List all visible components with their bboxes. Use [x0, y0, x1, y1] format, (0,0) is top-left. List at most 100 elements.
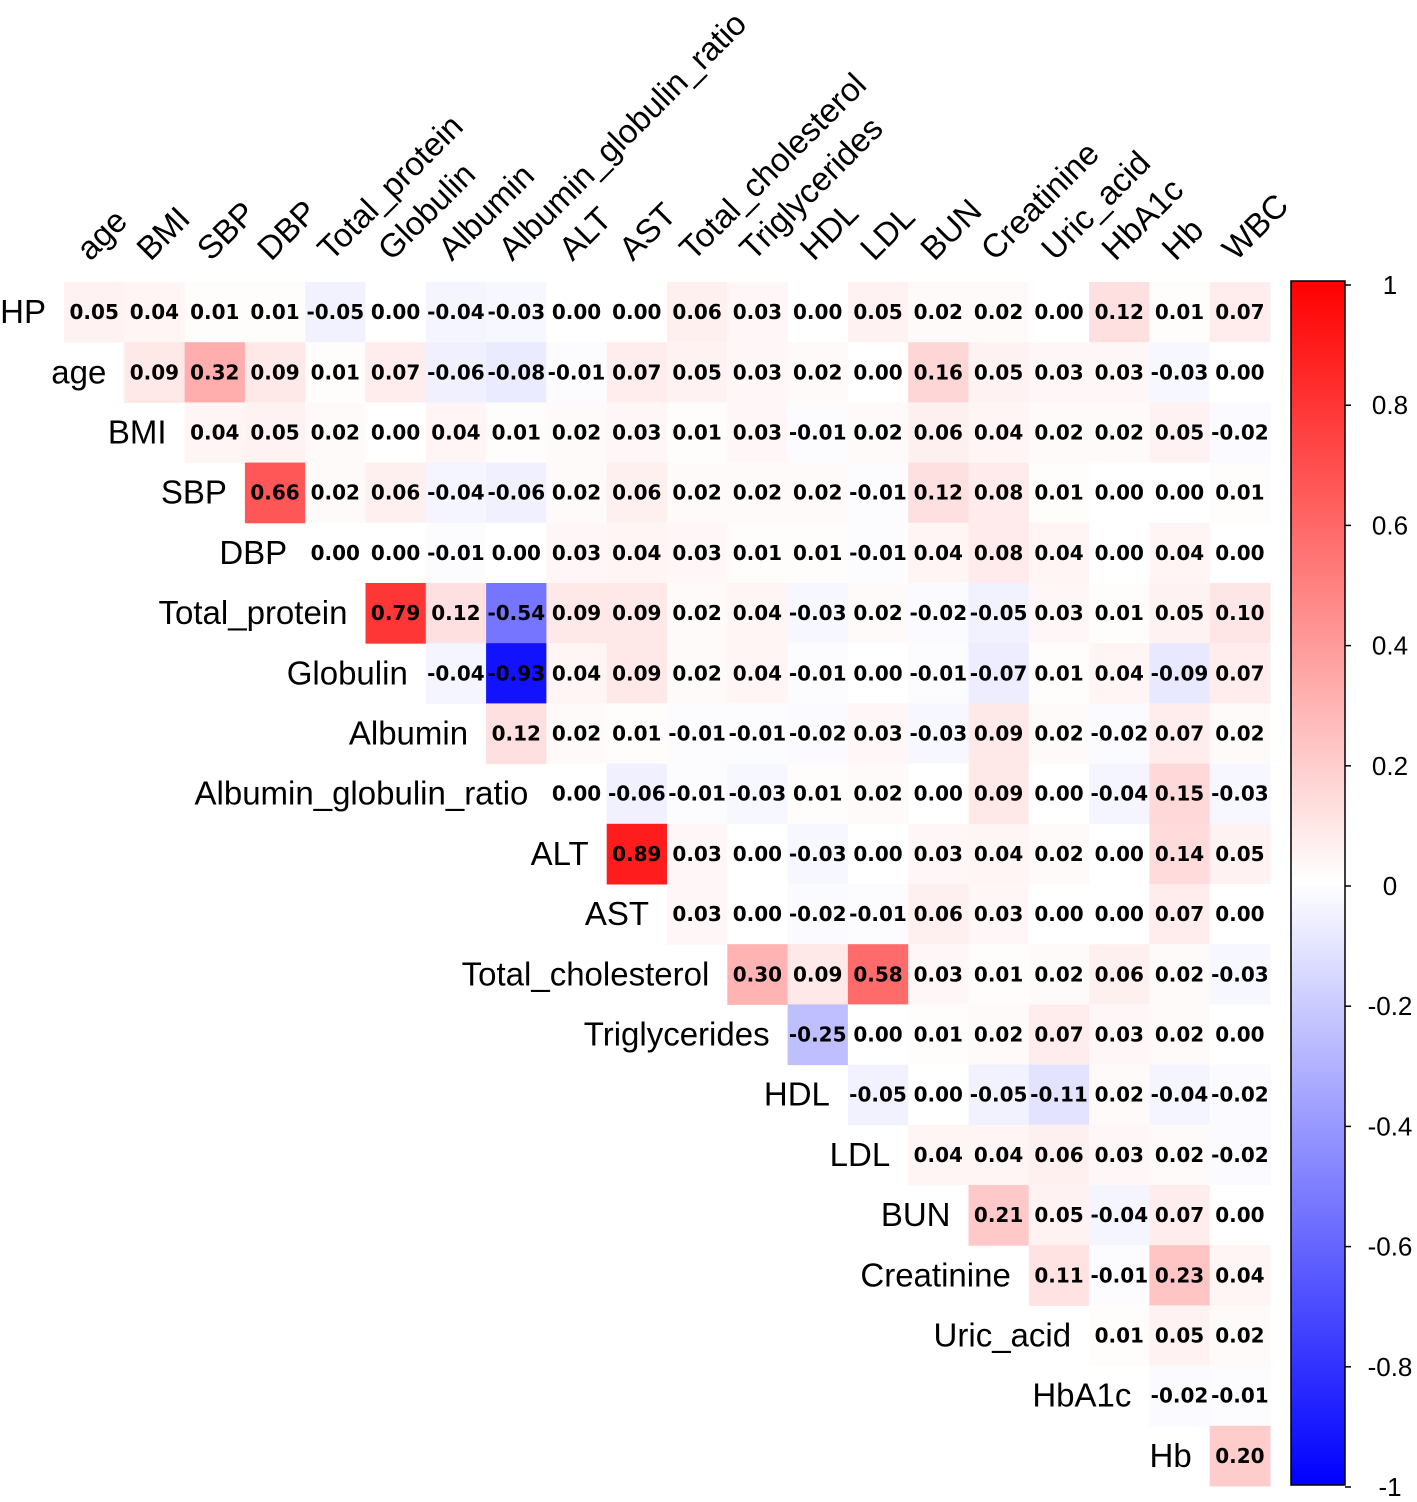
heatmap-cell — [908, 703, 969, 765]
cell-value: 0.12 — [431, 601, 480, 625]
heatmap-cell — [1209, 1365, 1271, 1427]
cell-value: -0.02 — [1090, 722, 1148, 746]
heatmap-cell — [727, 462, 789, 524]
heatmap-cell — [1089, 1185, 1150, 1246]
row-label: Total_protein — [159, 594, 348, 631]
heatmap-cell — [425, 643, 487, 704]
heatmap-cell — [1209, 282, 1271, 343]
heatmap-cell — [1209, 1245, 1271, 1306]
cell-value: 0.02 — [733, 481, 782, 505]
heatmap-cell — [546, 522, 608, 584]
cell-value: -0.02 — [1211, 1083, 1269, 1107]
cell-value: 0.66 — [250, 481, 299, 505]
cell-value: 0.02 — [914, 300, 963, 324]
cell-value: 0.00 — [914, 782, 963, 806]
cell-value: 0.04 — [974, 1143, 1023, 1167]
heatmap-cell — [1209, 643, 1271, 704]
cell-value: -0.01 — [909, 661, 967, 685]
heatmap-cell — [1209, 462, 1271, 524]
cell-value: 0.03 — [1095, 1023, 1144, 1047]
cell-value: 0.05 — [250, 421, 299, 445]
cell-value: -0.01 — [548, 360, 606, 384]
heatmap-cell — [1028, 643, 1090, 704]
heatmap-cell — [787, 944, 849, 1005]
row-label: SBP — [161, 474, 227, 511]
cell-value: 0.01 — [733, 541, 782, 565]
cell-value: -0.04 — [427, 300, 485, 324]
cell-value: -0.01 — [1090, 1263, 1148, 1287]
heatmap-cell — [787, 703, 849, 765]
cell-value: 0.05 — [1215, 842, 1264, 866]
cell-value: 0.11 — [1034, 1263, 1083, 1287]
heatmap-cell — [847, 763, 909, 825]
heatmap-cell — [847, 462, 909, 524]
cell-value: 0.06 — [1095, 962, 1144, 986]
cell-value: -0.01 — [668, 782, 726, 806]
heatmap-cell — [1149, 1305, 1211, 1367]
heatmap-cell — [667, 583, 728, 644]
heatmap-cell — [1149, 1124, 1211, 1186]
cell-value: -0.03 — [1151, 360, 1209, 384]
cell-value: -0.05 — [849, 1083, 907, 1107]
row-label: HDL — [764, 1076, 830, 1113]
heatmap-cell — [667, 884, 728, 945]
heatmap-cell — [1028, 823, 1090, 885]
heatmap-cell — [727, 342, 789, 403]
cell-value: 0.02 — [853, 782, 902, 806]
cell-value: 0.01 — [250, 300, 299, 324]
cell-value: -0.54 — [487, 601, 545, 625]
cell-value: -0.04 — [1090, 1203, 1148, 1227]
heatmap-cell — [1209, 823, 1271, 885]
cell-value: 0.02 — [793, 481, 842, 505]
heatmap-cell — [1209, 522, 1271, 584]
heatmap-cell — [365, 522, 427, 584]
cell-value: 0.02 — [311, 481, 360, 505]
heatmap-cell — [667, 522, 728, 584]
cell-value: -0.08 — [487, 360, 545, 384]
column-label: SBP — [190, 194, 263, 267]
heatmap-cell — [365, 342, 427, 403]
cell-value: 0.06 — [672, 300, 721, 324]
heatmap-cell — [1209, 763, 1271, 825]
cell-value: 0.00 — [853, 360, 902, 384]
column-label: WBC — [1215, 186, 1296, 267]
cell-value: -0.01 — [427, 541, 485, 565]
cell-value: -0.02 — [1151, 1384, 1209, 1408]
heatmap-cell — [1209, 1425, 1271, 1487]
row-label: Hb — [1150, 1437, 1192, 1474]
heatmap-cell — [1149, 1245, 1211, 1306]
cell-value: 0.01 — [492, 421, 541, 445]
cell-value: -0.04 — [427, 481, 485, 505]
cell-value: -0.05 — [306, 300, 364, 324]
cell-value: 0.04 — [974, 842, 1023, 866]
cell-value: 0.14 — [1155, 842, 1204, 866]
cell-value: 0.00 — [311, 541, 360, 565]
heatmap-cell — [1028, 1185, 1090, 1246]
cell-value: 0.00 — [1095, 902, 1144, 926]
heatmap-cell — [727, 402, 789, 464]
heatmap-cell — [1028, 1064, 1090, 1126]
cell-value: 0.00 — [1215, 541, 1264, 565]
row-label: HP — [0, 293, 46, 330]
cell-value: 0.06 — [1034, 1143, 1083, 1167]
cell-value: 0.04 — [733, 661, 782, 685]
heatmap-cell — [305, 522, 366, 584]
row-label: HbA1c — [1032, 1377, 1131, 1414]
legend-tick-label: 0.8 — [1372, 390, 1408, 420]
cell-value: 0.09 — [974, 722, 1023, 746]
heatmap-cell — [606, 763, 668, 825]
heatmap-cell — [727, 522, 789, 584]
heatmap-cell — [486, 522, 547, 584]
cell-value: 0.00 — [914, 1083, 963, 1107]
heatmap-cell — [667, 462, 728, 524]
cell-value: 0.04 — [1215, 1263, 1264, 1287]
heatmap-cell — [1209, 1064, 1271, 1126]
cell-value: 0.00 — [853, 1023, 902, 1047]
column-label: LDL — [853, 198, 922, 267]
heatmap-cell — [727, 884, 789, 945]
heatmap-cell — [606, 462, 668, 524]
heatmap-cell — [365, 462, 427, 524]
heatmap-cell — [124, 282, 186, 343]
heatmap-cell — [787, 282, 849, 343]
cell-value: 0.01 — [793, 541, 842, 565]
